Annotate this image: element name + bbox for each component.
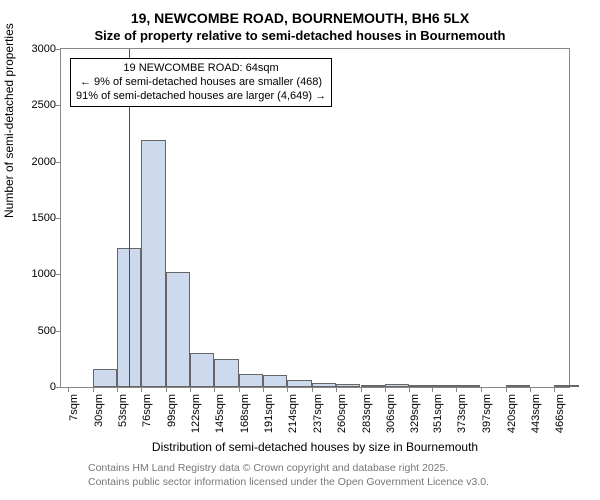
histogram-bar bbox=[93, 369, 117, 387]
ytick-mark bbox=[56, 162, 60, 163]
histogram-bar bbox=[432, 385, 456, 387]
xtick-mark bbox=[385, 388, 386, 392]
xtick-mark bbox=[166, 388, 167, 392]
xtick-mark bbox=[432, 388, 433, 392]
xtick-label: 443sqm bbox=[530, 394, 542, 433]
histogram-bar bbox=[166, 272, 190, 387]
xtick-mark bbox=[456, 388, 457, 392]
xtick-mark bbox=[190, 388, 191, 392]
annotation-line1: 19 NEWCOMBE ROAD: 64sqm bbox=[76, 62, 326, 76]
ytick-label: 2000 bbox=[32, 156, 56, 168]
xtick-mark bbox=[141, 388, 142, 392]
histogram-bar bbox=[409, 385, 433, 387]
xtick-mark bbox=[287, 388, 288, 392]
xtick-mark bbox=[361, 388, 362, 392]
histogram-bar bbox=[506, 385, 530, 387]
ytick-label: 3000 bbox=[32, 43, 56, 55]
ytick-mark bbox=[56, 274, 60, 275]
xtick-mark bbox=[68, 388, 69, 392]
xtick-label: 237sqm bbox=[312, 394, 324, 433]
footer-line1: Contains HM Land Registry data © Crown c… bbox=[88, 462, 448, 474]
xtick-mark bbox=[312, 388, 313, 392]
xtick-mark bbox=[409, 388, 410, 392]
xtick-label: 30sqm bbox=[93, 394, 105, 427]
ytick-mark bbox=[56, 387, 60, 388]
xtick-mark bbox=[336, 388, 337, 392]
histogram-bar bbox=[287, 380, 311, 387]
xtick-label: 168sqm bbox=[239, 394, 251, 433]
histogram-bar bbox=[456, 385, 480, 387]
xtick-label: 306sqm bbox=[385, 394, 397, 433]
ytick-mark bbox=[56, 218, 60, 219]
chart-container: 19, NEWCOMBE ROAD, BOURNEMOUTH, BH6 5LX … bbox=[0, 0, 600, 500]
xtick-label: 420sqm bbox=[506, 394, 518, 433]
xtick-mark bbox=[506, 388, 507, 392]
histogram-bar bbox=[361, 385, 385, 387]
xtick-label: 214sqm bbox=[287, 394, 299, 433]
histogram-bar bbox=[336, 384, 360, 387]
annotation-line2: ← 9% of semi-detached houses are smaller… bbox=[76, 76, 326, 90]
histogram-bar bbox=[190, 353, 214, 387]
chart-title-line1: 19, NEWCOMBE ROAD, BOURNEMOUTH, BH6 5LX bbox=[0, 10, 600, 26]
histogram-bar bbox=[554, 385, 578, 387]
xtick-mark bbox=[554, 388, 555, 392]
footer-line2: Contains public sector information licen… bbox=[88, 476, 489, 488]
ytick-label: 1000 bbox=[32, 268, 56, 280]
xtick-label: 7sqm bbox=[68, 394, 80, 421]
xtick-mark bbox=[263, 388, 264, 392]
ytick-label: 500 bbox=[38, 325, 56, 337]
ytick-mark bbox=[56, 331, 60, 332]
ytick-label: 2500 bbox=[32, 99, 56, 111]
ytick-mark bbox=[56, 105, 60, 106]
xtick-mark bbox=[214, 388, 215, 392]
annotation-line3: 91% of semi-detached houses are larger (… bbox=[76, 90, 326, 104]
xtick-mark bbox=[481, 388, 482, 392]
annotation-box: 19 NEWCOMBE ROAD: 64sqm← 9% of semi-deta… bbox=[70, 58, 332, 107]
histogram-bar bbox=[263, 375, 287, 387]
xtick-label: 283sqm bbox=[361, 394, 373, 433]
histogram-bar bbox=[239, 374, 263, 387]
xtick-label: 76sqm bbox=[141, 394, 153, 427]
chart-title-line2: Size of property relative to semi-detach… bbox=[0, 28, 600, 43]
xtick-label: 397sqm bbox=[481, 394, 493, 433]
histogram-bar bbox=[214, 359, 238, 387]
histogram-bar bbox=[141, 140, 165, 387]
xtick-label: 145sqm bbox=[214, 394, 226, 433]
histogram-bar bbox=[385, 384, 409, 387]
xtick-label: 260sqm bbox=[336, 394, 348, 433]
xtick-mark bbox=[239, 388, 240, 392]
xtick-label: 373sqm bbox=[456, 394, 468, 433]
xtick-mark bbox=[530, 388, 531, 392]
xtick-label: 351sqm bbox=[432, 394, 444, 433]
ytick-label: 1500 bbox=[32, 212, 56, 224]
xtick-label: 191sqm bbox=[263, 394, 275, 433]
xtick-label: 466sqm bbox=[554, 394, 566, 433]
xtick-label: 53sqm bbox=[117, 394, 129, 427]
xtick-mark bbox=[117, 388, 118, 392]
xtick-label: 122sqm bbox=[190, 394, 202, 433]
histogram-bar bbox=[312, 383, 336, 388]
xtick-mark bbox=[93, 388, 94, 392]
x-axis-label: Distribution of semi-detached houses by … bbox=[60, 440, 570, 454]
xtick-label: 99sqm bbox=[166, 394, 178, 427]
ytick-mark bbox=[56, 49, 60, 50]
xtick-label: 329sqm bbox=[409, 394, 421, 433]
y-axis-label: Number of semi-detached properties bbox=[2, 23, 16, 218]
